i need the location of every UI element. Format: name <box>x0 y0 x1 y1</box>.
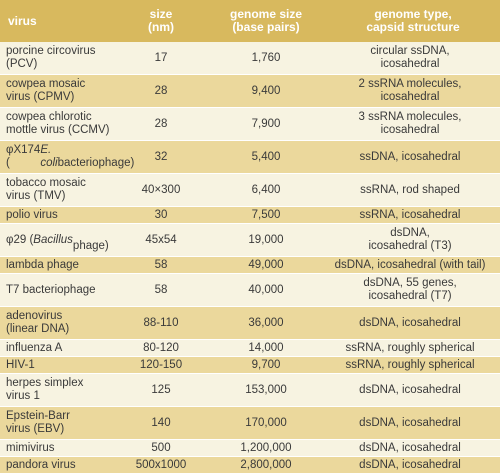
cell-genome-type: dsDNA, icosahedral <box>359 416 461 429</box>
cell-genome-type: ssRNA, rod shaped <box>360 183 460 196</box>
header-size: size (nm) <box>148 7 174 34</box>
cell-genome-type: dsDNA, icosahedral <box>359 383 461 396</box>
cell-genome-size: 9,400 <box>251 84 281 97</box>
cell-size: 80-120 <box>143 341 179 354</box>
cell-size: 45x54 <box>145 233 177 246</box>
table-row: tobacco mosaic virus (TMV) 40×300 6,400 ssR… <box>0 174 500 207</box>
cell-genome-size: 5,400 <box>251 150 281 163</box>
cell-genome-size: 153,000 <box>245 383 287 396</box>
table-row: cowpea mosaic virus (CPMV) 28 9,400 2 ssRNA… <box>0 75 500 108</box>
cell-virus: φX174 (E. coli bacteriophage) <box>6 144 135 169</box>
cell-genome-size: 7,500 <box>251 208 281 221</box>
cell-size: 17 <box>154 51 168 64</box>
table-row: T7 bacteriophage 58 40,000 dsDNA, 55 genes,… <box>0 274 500 307</box>
cell-genome-type: ssRNA, roughly spherical <box>345 358 475 371</box>
table-row: adenovirus (linear DNA) 88-110 36,000 dsDNA… <box>0 307 500 340</box>
cell-virus: cowpea chlorotic mottle virus (CCMV) <box>6 111 110 136</box>
table-row: lambda phage 58 49,000 dsDNA, icosahedral (… <box>0 257 500 274</box>
table-row: HIV-1 120-150 9,700 ssRNA, roughly spherica… <box>0 357 500 374</box>
cell-genome-type: 3 ssRNA molecules, icosahedral <box>358 111 462 136</box>
cell-genome-size: 14,000 <box>248 341 284 354</box>
table-row: herpes simplex virus 1 125 153,000 dsDNA, i… <box>0 374 500 407</box>
cell-genome-type: dsDNA, icosahedral (with tail) <box>334 258 486 271</box>
cell-size: 88-110 <box>143 316 179 329</box>
table-row: porcine circovirus (PCV) 17 1,760 circular … <box>0 42 500 75</box>
cell-genome-size: 36,000 <box>248 316 284 329</box>
cell-genome-type: ssRNA, roughly spherical <box>345 341 475 354</box>
table-row: cowpea chlorotic mottle virus (CCMV) 28 7,… <box>0 108 500 141</box>
table-row: Epstein-Barr virus (EBV) 140 170,000 dsDNA,… <box>0 407 500 440</box>
cell-genome-type: ssDNA, icosahedral <box>359 150 461 163</box>
cell-virus: tobacco mosaic virus (TMV) <box>6 177 86 202</box>
cell-virus: porcine circovirus (PCV) <box>6 45 96 70</box>
cell-size: 500x1000 <box>135 458 187 471</box>
cell-genome-type: dsDNA, icosahedral <box>359 441 461 454</box>
cell-genome-size: 7,900 <box>251 117 281 130</box>
cell-genome-type: dsDNA, icosahedral (T3) <box>368 227 452 252</box>
header-genome-type: genome type, capsid structure <box>366 7 460 34</box>
cell-genome-size: 1,760 <box>251 51 281 64</box>
cell-genome-size: 1,200,000 <box>240 441 292 454</box>
cell-size: 58 <box>154 258 168 271</box>
header-virus: virus <box>8 13 37 28</box>
cell-genome-type: dsDNA, 55 genes, icosahedral (T7) <box>363 277 457 302</box>
cell-genome-size: 2,800,000 <box>240 458 292 471</box>
cell-genome-size: 40,000 <box>248 283 284 296</box>
cell-size: 140 <box>151 416 171 429</box>
table-row: φX174 (E. coli bacteriophage) 32 5,400 ssDN… <box>0 141 500 174</box>
table-body: porcine circovirus (PCV) 17 1,760 circular … <box>0 42 500 474</box>
cell-genome-size: 9,700 <box>251 358 281 371</box>
cell-virus: pandora virus <box>6 458 76 471</box>
cell-virus: mimivirus <box>6 441 55 454</box>
cell-size: 28 <box>154 84 168 97</box>
cell-virus: cowpea mosaic virus (CPMV) <box>6 78 86 103</box>
header-genome-size: genome size (base pairs) <box>229 7 303 34</box>
cell-genome-type: circular ssDNA, icosahedral <box>370 45 450 70</box>
cell-virus: HIV-1 <box>6 358 35 371</box>
cell-genome-size: 19,000 <box>248 233 284 246</box>
cell-virus: φ29 (Bacillus phage) <box>6 233 109 253</box>
table-header: virus size (nm) genome size (base pairs)… <box>0 0 500 42</box>
cell-genome-size: 6,400 <box>251 183 281 196</box>
cell-virus: herpes simplex virus 1 <box>6 377 84 402</box>
cell-size: 500 <box>151 441 171 454</box>
cell-genome-size: 49,000 <box>248 258 284 271</box>
cell-virus: influenza A <box>6 341 63 354</box>
table-row: polio virus 30 7,500 ssRNA, icosahedral <box>0 207 500 224</box>
table-row: mimivirus 500 1,200,000 dsDNA, icosahedral <box>0 440 500 457</box>
cell-size: 30 <box>154 208 168 221</box>
cell-size: 28 <box>154 117 168 130</box>
cell-size: 120-150 <box>139 358 183 371</box>
cell-genome-type: ssRNA, icosahedral <box>359 208 461 221</box>
table-row: pandora virus 500x1000 2,800,000 dsDNA, ico… <box>0 457 500 474</box>
cell-size: 125 <box>151 383 171 396</box>
cell-genome-size: 170,000 <box>245 416 287 429</box>
cell-genome-type: 2 ssRNA molecules, icosahedral <box>358 78 462 103</box>
cell-virus: T7 bacteriophage <box>6 283 96 296</box>
cell-size: 32 <box>154 150 168 163</box>
cell-virus: polio virus <box>6 208 58 221</box>
cell-size: 58 <box>154 283 168 296</box>
cell-virus: Epstein-Barr virus (EBV) <box>6 410 70 435</box>
cell-size: 40×300 <box>141 183 181 196</box>
cell-genome-type: dsDNA, icosahedral <box>359 458 461 471</box>
cell-virus: adenovirus (linear DNA) <box>6 310 70 335</box>
cell-virus: lambda phage <box>6 258 79 271</box>
cell-genome-type: dsDNA, icosahedral <box>359 316 461 329</box>
table-row: influenza A 80-120 14,000 ssRNA, roughly sp… <box>0 340 500 357</box>
table-row: φ29 (Bacillus phage) 45x54 19,000 dsDNA, ic… <box>0 224 500 257</box>
